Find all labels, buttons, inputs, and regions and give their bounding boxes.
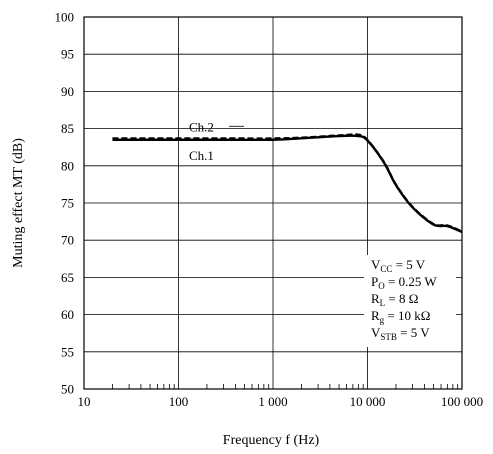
series-line-ch1 bbox=[112, 134, 463, 234]
y-tick-label: 55 bbox=[61, 344, 74, 359]
series-label-ch1: Ch.1 bbox=[189, 148, 214, 163]
condition-line: Rg = 10 kΩ bbox=[371, 308, 430, 325]
y-tick-label: 65 bbox=[61, 270, 74, 285]
series-label-ch2: Ch.2 bbox=[189, 119, 214, 134]
minor-ticks bbox=[112, 384, 459, 389]
annotation-layer: VCC = 5 VPO = 0.25 WRL = 8 ΩRg = 10 kΩVS… bbox=[371, 257, 437, 342]
y-tick-label: 75 bbox=[61, 196, 74, 211]
y-tick-label: 90 bbox=[61, 84, 74, 99]
condition-line: PO = 0.25 W bbox=[371, 274, 437, 291]
series-labels: Ch.2 Ch.1 bbox=[189, 119, 244, 163]
x-tick-label: 1 000 bbox=[258, 394, 287, 409]
y-tick-label: 50 bbox=[61, 382, 74, 397]
series-line-ch2 bbox=[112, 133, 463, 233]
y-tick-label: 85 bbox=[61, 121, 74, 136]
x-tick-label: 100 bbox=[169, 394, 189, 409]
y-tick-labels: 50 55 60 65 70 75 80 85 90 95 100 bbox=[55, 10, 75, 397]
y-tick-label: 70 bbox=[61, 233, 74, 248]
y-tick-label: 100 bbox=[55, 10, 75, 25]
x-tick-label: 10 bbox=[78, 394, 91, 409]
x-tick-label: 100 000 bbox=[441, 394, 483, 409]
condition-line: VCC = 5 V bbox=[371, 257, 426, 274]
annotation-box bbox=[364, 255, 456, 347]
y-tick-label: 95 bbox=[61, 47, 74, 62]
x-axis-label: Frequency f (Hz) bbox=[223, 433, 320, 448]
grid bbox=[84, 17, 462, 389]
condition-line: VSTB = 5 V bbox=[371, 325, 430, 342]
x-tick-labels: 10 100 1 000 10 000 100 000 bbox=[78, 394, 484, 409]
plot-frame bbox=[83, 16, 463, 390]
series-layer bbox=[112, 133, 463, 234]
condition-line: RL = 8 Ω bbox=[371, 291, 418, 308]
x-tick-label: 10 000 bbox=[350, 394, 386, 409]
y-tick-label: 80 bbox=[61, 158, 74, 173]
y-tick-label: 60 bbox=[61, 307, 74, 322]
y-axis-label: Muting effect MT (dB) bbox=[11, 138, 26, 268]
